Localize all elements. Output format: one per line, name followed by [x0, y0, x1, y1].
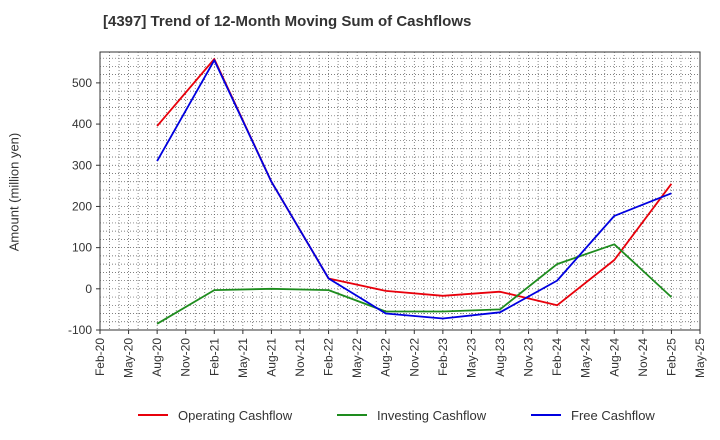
x-tick-label: Aug-21 — [264, 338, 278, 377]
x-tick-label: Aug-22 — [379, 338, 393, 377]
legend-label: Free Cashflow — [571, 407, 655, 423]
chart-legend: Operating Cashflow Investing Cashflow Free… — [0, 404, 720, 426]
x-tick-label: May-21 — [236, 338, 250, 378]
legend-swatch — [531, 414, 561, 416]
x-tick-label: Feb-22 — [322, 338, 336, 376]
x-tick-label: Feb-20 — [93, 338, 107, 376]
y-tick-label: 400 — [72, 117, 92, 131]
x-tick-label: May-20 — [122, 338, 136, 378]
series-line-free-cashflow — [156, 59, 672, 320]
y-tick-label: 500 — [72, 76, 92, 90]
x-tick-label: May-24 — [579, 338, 593, 378]
x-tick-label: Aug-20 — [150, 338, 164, 377]
plot-area — [99, 51, 701, 331]
y-tick-label: 300 — [72, 158, 92, 172]
legend-label: Operating Cashflow — [178, 407, 293, 423]
x-tick-label: Nov-20 — [179, 338, 193, 377]
chart-title: [4397] Trend of 12-Month Moving Sum of C… — [103, 13, 472, 30]
legend-item-free-cashflow: Free Cashflow — [531, 404, 655, 426]
y-tick-label: -100 — [68, 323, 92, 337]
x-tick-label: Aug-24 — [607, 338, 621, 377]
legend-item-operating-cashflow: Operating Cashflow — [138, 404, 292, 426]
x-tick-label: May-22 — [350, 338, 364, 378]
x-tick-label: Feb-23 — [436, 338, 450, 376]
legend-swatch — [337, 414, 367, 416]
x-tick-label: Feb-21 — [207, 338, 221, 376]
y-tick-label: 200 — [72, 199, 92, 213]
x-tick-label: May-23 — [464, 338, 478, 378]
x-tick-label: Aug-23 — [493, 338, 507, 377]
x-tick-label: May-25 — [693, 338, 707, 378]
x-tick-label: Feb-24 — [550, 338, 564, 376]
x-tick-label: Nov-21 — [293, 338, 307, 377]
x-tick-label: Feb-25 — [664, 338, 678, 376]
x-tick-label: Nov-22 — [407, 338, 421, 377]
legend-label: Investing Cashflow — [377, 407, 487, 423]
y-tick-label: 0 — [85, 282, 92, 296]
legend-swatch — [138, 414, 168, 416]
x-tick-label: Nov-24 — [636, 338, 650, 377]
series-line-investing-cashflow — [156, 243, 673, 325]
legend-item-investing-cashflow: Investing Cashflow — [337, 404, 486, 426]
x-tick-label: Nov-23 — [522, 338, 536, 377]
y-tick-label: 100 — [72, 241, 92, 255]
